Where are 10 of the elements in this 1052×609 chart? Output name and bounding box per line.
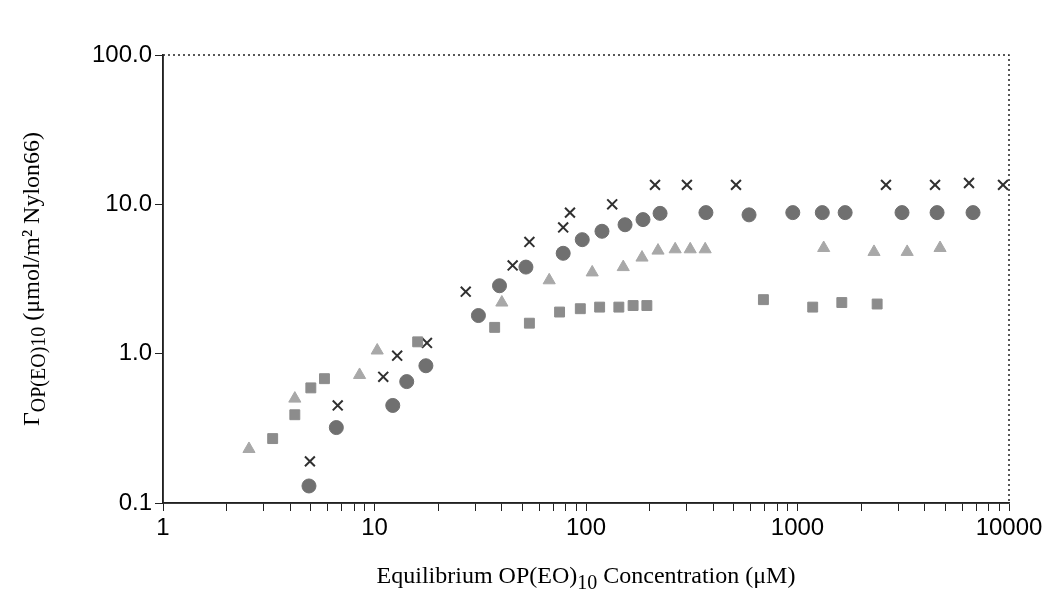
y-tick-label: 0.1 <box>118 487 152 515</box>
y-tick-label: 10.0 <box>105 188 152 216</box>
x-tick-label: 10000 <box>975 513 1043 541</box>
y-tick-label: 1.0 <box>118 338 152 366</box>
x-tick-label: 1 <box>156 513 170 541</box>
x-tick-label: 10 <box>361 513 388 541</box>
x-tick-label: 100 <box>565 513 607 541</box>
y-tick-label: 100.0 <box>91 39 152 67</box>
x-tick-label: 1000 <box>770 513 825 541</box>
x-axis-title: Equilibrium OP(EO)$_{10}$ Concentration (μM) <box>375 562 797 594</box>
